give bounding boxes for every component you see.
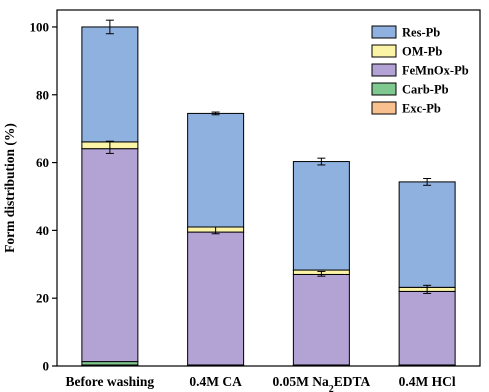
y-tick-label: 0 bbox=[43, 359, 50, 374]
x-tick-label: 0.05M Na2EDTA bbox=[272, 374, 370, 392]
legend-label: OM-Pb bbox=[402, 45, 442, 59]
legend-swatch bbox=[371, 82, 397, 96]
bar-segment-res-pb bbox=[398, 181, 456, 288]
bar-segment-res-pb bbox=[187, 112, 245, 228]
bar-segment-carb-pb bbox=[81, 361, 139, 366]
y-tick-label: 40 bbox=[36, 223, 49, 238]
legend: Res-Pb OM-Pb FeMnOx-Pb Carb-Pb Exc-Pb bbox=[371, 25, 469, 116]
y-tick-label: 100 bbox=[30, 19, 50, 34]
error-bars-layer bbox=[105, 19, 432, 294]
bars-layer bbox=[81, 26, 456, 367]
y-tick-label: 60 bbox=[36, 155, 49, 170]
bar-segment-femnox-pb bbox=[187, 231, 245, 366]
x-tick-label: 0.4M CA bbox=[189, 374, 242, 389]
y-tick-label: 20 bbox=[36, 291, 49, 306]
legend-label: Res-Pb bbox=[402, 26, 440, 40]
x-tick-label: Before washing bbox=[66, 374, 155, 389]
bar-segment-res-pb bbox=[81, 26, 139, 143]
legend-label: Exc-Pb bbox=[402, 102, 441, 116]
bar-segment-femnox-pb bbox=[292, 273, 350, 366]
axes-layer: 0 20 40 60 80 100 Before washing 0.4M CA 0.05M N… bbox=[30, 9, 481, 392]
legend-swatch bbox=[371, 25, 397, 39]
legend-swatch bbox=[371, 44, 397, 58]
bar-segment-femnox-pb bbox=[81, 148, 139, 363]
plot-frame bbox=[56, 9, 481, 367]
bar-segment-res-pb bbox=[292, 161, 350, 271]
legend-label: Carb-Pb bbox=[402, 83, 449, 97]
x-tick-label: 0.4M HCl bbox=[399, 374, 456, 389]
legend-swatch bbox=[371, 101, 397, 115]
legend-swatch bbox=[371, 63, 397, 77]
y-tick-label: 80 bbox=[36, 87, 49, 102]
legend-label: FeMnOx-Pb bbox=[402, 64, 469, 78]
bar-segment-femnox-pb bbox=[398, 290, 456, 366]
y-axis-label: Form distribution (%) bbox=[2, 123, 17, 253]
